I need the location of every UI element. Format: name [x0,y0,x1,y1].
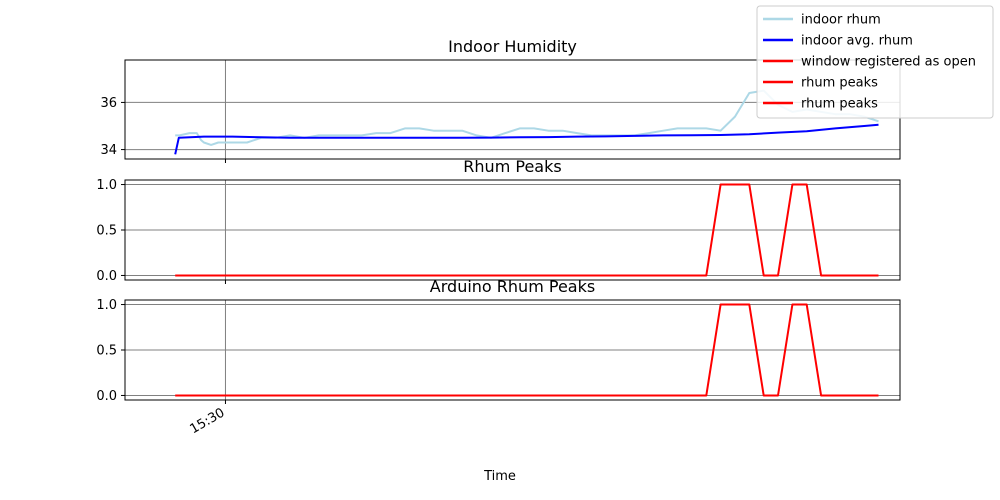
chart-title: Indoor Humidity [448,37,577,56]
chart-panel-2: 0.0 0.5 1.0 Rhum Peaks [96,157,901,284]
series-line-rhum-peaks [175,183,879,277]
axes-frame [124,299,901,401]
y-tick-label: 1.0 [96,178,117,193]
legend-label: window registered as open [801,55,976,70]
x-tick-label: 15:30 [188,405,228,437]
y-tick-label: 36 [100,96,117,111]
series-line-indoor-avg-rhum [174,123,879,155]
chart-panel-3: 0.0 0.5 1.0 Arduino Rhum Peaks [96,277,901,404]
axes-frame [124,179,901,281]
legend-entry: window registered as open [763,55,976,70]
legend-label: rhum peaks [801,97,878,112]
legend-label: rhum peaks [801,76,878,91]
legend-label: indoor rhum [801,13,881,28]
series-line-indoor-rhum [175,89,879,146]
chart-title: Rhum Peaks [463,157,561,176]
chart-title: Arduino Rhum Peaks [430,277,595,296]
y-tick-label: 1.0 [96,298,117,313]
y-tick-label: 34 [100,143,117,158]
series-line-rhum-peaks [175,303,879,397]
legend-entry: rhum peaks [763,76,878,91]
legend-entry: rhum peaks [763,97,878,112]
y-tick-label: 0.5 [96,344,117,359]
legend: indoor rhum indoor avg. rhum window regist… [756,5,994,119]
y-tick-label: 0.0 [96,269,117,284]
legend-entry: indoor avg. rhum [763,34,913,49]
legend-label: indoor avg. rhum [801,34,913,49]
x-axis-label: Time [483,469,516,484]
y-tick-label: 0.5 [96,224,117,239]
legend-box [756,5,994,119]
legend-entry: indoor rhum [763,13,881,28]
y-tick-label: 0.0 [96,389,117,404]
